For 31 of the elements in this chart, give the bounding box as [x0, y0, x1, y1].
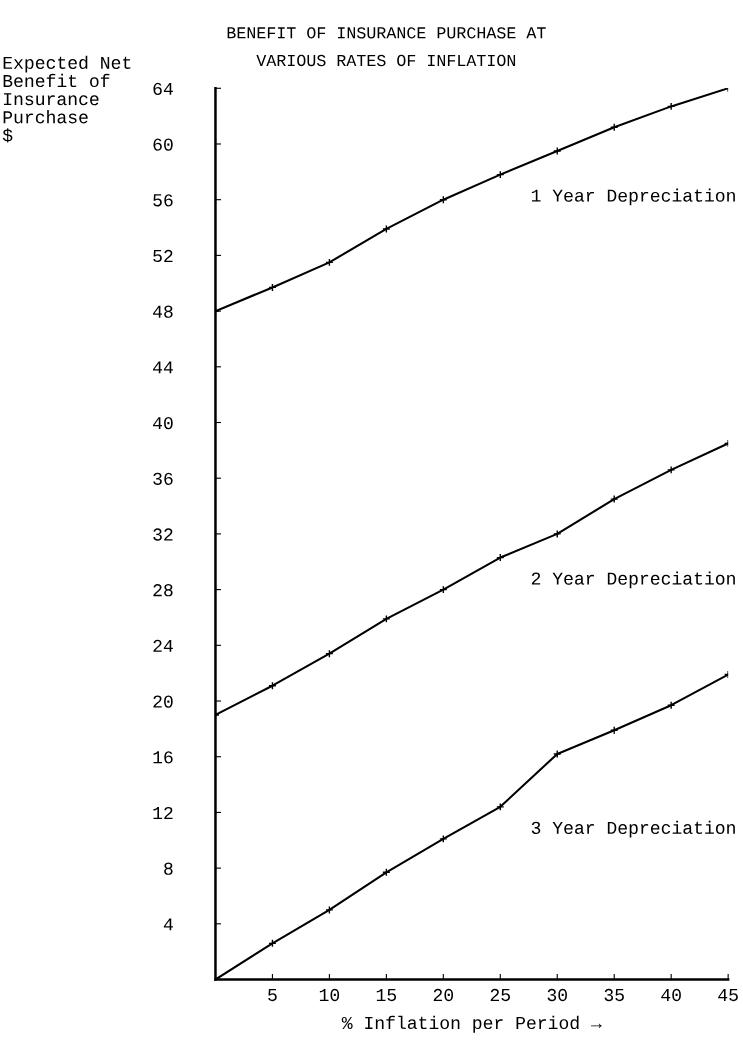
y-tick-label: 4	[163, 918, 173, 931]
chart-title: BENEFIT OF INSURANCE PURCHASE AT VARIOUS RATES OF INFLATION	[227, 27, 546, 67]
x-tick-label: 15	[376, 989, 397, 1002]
x-tick-label: 45	[718, 989, 738, 1002]
x-axis-title: % Inflation per Period →	[341, 1015, 602, 1033]
y-tick-label: 44	[153, 361, 173, 374]
y-tick-label: 12	[153, 806, 173, 819]
x-tick-label: 10	[319, 988, 340, 1002]
series-label: 3 Year Depreciation	[531, 820, 735, 838]
y-tick-label: 64	[153, 82, 173, 95]
x-tick-label: 5	[268, 989, 277, 1002]
y-tick-label: 56	[153, 194, 173, 207]
y-tick-label: 16	[153, 751, 173, 764]
y-tick-label: 32	[153, 528, 173, 541]
x-tick-label: 35	[604, 988, 624, 1002]
series-label: 1 Year Depreciation	[531, 188, 735, 206]
y-tick-label: 36	[153, 472, 173, 485]
y-axis-title: Expected Net Benefit of Insurance Purchase $	[2, 55, 131, 143]
y-tick-label: 8	[164, 862, 173, 875]
y-tick-label: 28	[153, 584, 173, 597]
y-tick-label: 48	[153, 305, 173, 318]
x-tick-label: 40	[661, 988, 681, 1002]
x-tick-label: 30	[547, 988, 567, 1002]
y-tick-label: 20	[153, 695, 173, 708]
y-tick-label: 60	[153, 138, 173, 151]
y-tick-label: 40	[153, 416, 173, 430]
series-label: 2 Year Depreciation	[531, 571, 735, 589]
y-tick-label: 24	[153, 639, 173, 652]
y-tick-label: 52	[153, 249, 173, 263]
x-tick-label: 25	[490, 988, 510, 1002]
x-tick-label: 20	[433, 988, 454, 1002]
